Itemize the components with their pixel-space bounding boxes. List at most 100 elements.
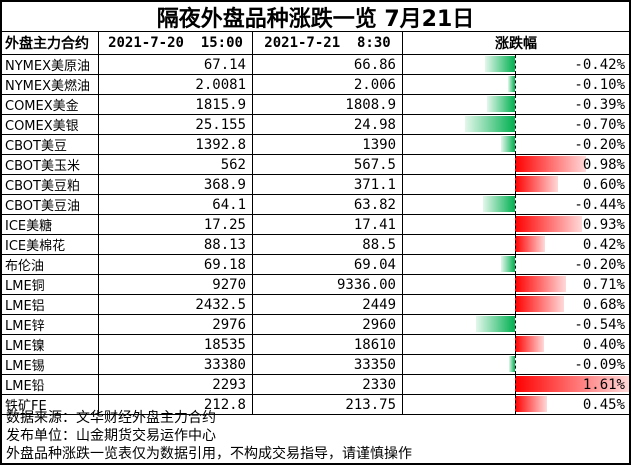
table-row: 布伦油 69.18 69.04 -0.20% bbox=[2, 255, 629, 275]
contract-name: LME铅 bbox=[2, 375, 99, 395]
contract-name: LME锌 bbox=[2, 315, 99, 335]
positive-change-bar bbox=[515, 276, 567, 292]
price-previous: 9270 bbox=[99, 275, 253, 295]
negative-change-bar bbox=[484, 56, 515, 72]
negative-change-bar bbox=[507, 76, 515, 92]
contract-name: CBOT美豆粕 bbox=[2, 175, 99, 195]
zero-axis-line bbox=[515, 255, 516, 274]
footer-notes: 数据来源：文华财经外盘主力合约 发布单位：山金期货交易运作中心 外盘品种涨跌一览… bbox=[2, 407, 629, 463]
table-row: LME铜 9270 9336.00 0.71% bbox=[2, 275, 629, 295]
zero-axis-line bbox=[515, 395, 516, 414]
change-cell: -0.10% bbox=[403, 75, 629, 95]
table-row: CBOT美玉米 562 567.5 0.98% bbox=[2, 155, 629, 175]
price-previous: 64.1 bbox=[99, 195, 253, 215]
change-cell: 1.61% bbox=[403, 375, 629, 395]
negative-change-bar bbox=[464, 116, 515, 132]
positive-change-bar bbox=[515, 296, 564, 312]
price-current: 1808.9 bbox=[253, 95, 403, 115]
price-previous: 2976 bbox=[99, 315, 253, 335]
zero-axis-line bbox=[515, 295, 516, 314]
zero-axis-line bbox=[515, 75, 516, 94]
change-cell: 0.71% bbox=[403, 275, 629, 295]
contract-name: ICE美棉花 bbox=[2, 235, 99, 255]
zero-axis-line bbox=[515, 335, 516, 354]
header-prev-time: 2021-7-20 15:00 bbox=[99, 32, 253, 55]
price-previous: 18535 bbox=[99, 335, 253, 355]
contract-name: COMEX美金 bbox=[2, 95, 99, 115]
change-percent: 1.61% bbox=[582, 376, 625, 393]
price-current: 66.86 bbox=[253, 55, 403, 75]
change-cell: 0.42% bbox=[403, 235, 629, 255]
price-current: 33350 bbox=[253, 355, 403, 375]
table-row: LME锡 33380 33350 -0.09% bbox=[2, 355, 629, 375]
change-cell: 0.68% bbox=[403, 295, 629, 315]
negative-change-bar bbox=[483, 196, 515, 212]
table-row: COMEX美金 1815.9 1808.9 -0.39% bbox=[2, 95, 629, 115]
negative-change-bar bbox=[486, 96, 515, 112]
price-current: 213.75 bbox=[253, 395, 403, 415]
table-row: LME铅 2293 2330 1.61% bbox=[2, 375, 629, 395]
change-cell: -0.44% bbox=[403, 195, 629, 215]
price-current: 63.82 bbox=[253, 195, 403, 215]
change-cell: -0.09% bbox=[403, 355, 629, 375]
price-current: 567.5 bbox=[253, 155, 403, 175]
zero-axis-line bbox=[515, 195, 516, 214]
change-cell: -0.70% bbox=[403, 115, 629, 135]
positive-change-bar bbox=[515, 156, 586, 172]
change-cell: 0.98% bbox=[403, 155, 629, 175]
change-cell: -0.42% bbox=[403, 55, 629, 75]
price-previous: 69.18 bbox=[99, 255, 253, 275]
zero-axis-line bbox=[515, 55, 516, 74]
table-row: NYMEX美燃油 2.0081 2.006 -0.10% bbox=[2, 75, 629, 95]
change-cell: 0.40% bbox=[403, 335, 629, 355]
change-percent: -0.54% bbox=[574, 316, 625, 333]
change-cell: 0.93% bbox=[403, 215, 629, 235]
change-percent: -0.20% bbox=[574, 136, 625, 153]
change-percent: 0.40% bbox=[582, 336, 625, 353]
zero-axis-line bbox=[515, 275, 516, 294]
table-row: ICE美糖 17.25 17.41 0.93% bbox=[2, 215, 629, 235]
contract-name: 铁矿FE bbox=[2, 395, 99, 415]
change-cell: -0.20% bbox=[403, 255, 629, 275]
zero-axis-line bbox=[515, 215, 516, 234]
change-cell: 0.45% bbox=[403, 395, 629, 415]
contract-name: LME铝 bbox=[2, 295, 99, 315]
positive-change-bar bbox=[515, 216, 582, 232]
change-percent: 0.45% bbox=[582, 396, 625, 413]
price-previous: 88.13 bbox=[99, 235, 253, 255]
price-previous: 1392.8 bbox=[99, 135, 253, 155]
change-percent: 0.42% bbox=[582, 236, 625, 253]
change-percent: -0.09% bbox=[574, 356, 625, 373]
contract-name: CBOT美玉米 bbox=[2, 155, 99, 175]
price-previous: 212.8 bbox=[99, 395, 253, 415]
price-current: 2.006 bbox=[253, 75, 403, 95]
change-percent: 0.98% bbox=[582, 156, 625, 173]
price-previous: 368.9 bbox=[99, 175, 253, 195]
price-previous: 562 bbox=[99, 155, 253, 175]
contract-name: LME铜 bbox=[2, 275, 99, 295]
change-percent: 0.68% bbox=[582, 296, 625, 313]
table-row: LME镍 18535 18610 0.40% bbox=[2, 335, 629, 355]
table-row: CBOT美豆油 64.1 63.82 -0.44% bbox=[2, 195, 629, 215]
table-row: CBOT美豆 1392.8 1390 -0.20% bbox=[2, 135, 629, 155]
price-previous: 25.155 bbox=[99, 115, 253, 135]
contract-name: ICE美糖 bbox=[2, 215, 99, 235]
change-percent: -0.10% bbox=[574, 76, 625, 93]
table-row: LME铝 2432.5 2449 0.68% bbox=[2, 295, 629, 315]
change-percent: -0.20% bbox=[574, 256, 625, 273]
change-percent: -0.44% bbox=[574, 196, 625, 213]
price-previous: 2.0081 bbox=[99, 75, 253, 95]
contract-name: CBOT美豆油 bbox=[2, 195, 99, 215]
price-current: 371.1 bbox=[253, 175, 403, 195]
change-cell: -0.20% bbox=[403, 135, 629, 155]
price-previous: 1815.9 bbox=[99, 95, 253, 115]
zero-axis-line bbox=[515, 355, 516, 374]
contract-name: NYMEX美原油 bbox=[2, 55, 99, 75]
price-previous: 67.14 bbox=[99, 55, 253, 75]
change-cell: -0.54% bbox=[403, 315, 629, 335]
price-current: 1390 bbox=[253, 135, 403, 155]
zero-axis-line bbox=[515, 95, 516, 114]
price-current: 9336.00 bbox=[253, 275, 403, 295]
negative-change-bar bbox=[500, 136, 515, 152]
